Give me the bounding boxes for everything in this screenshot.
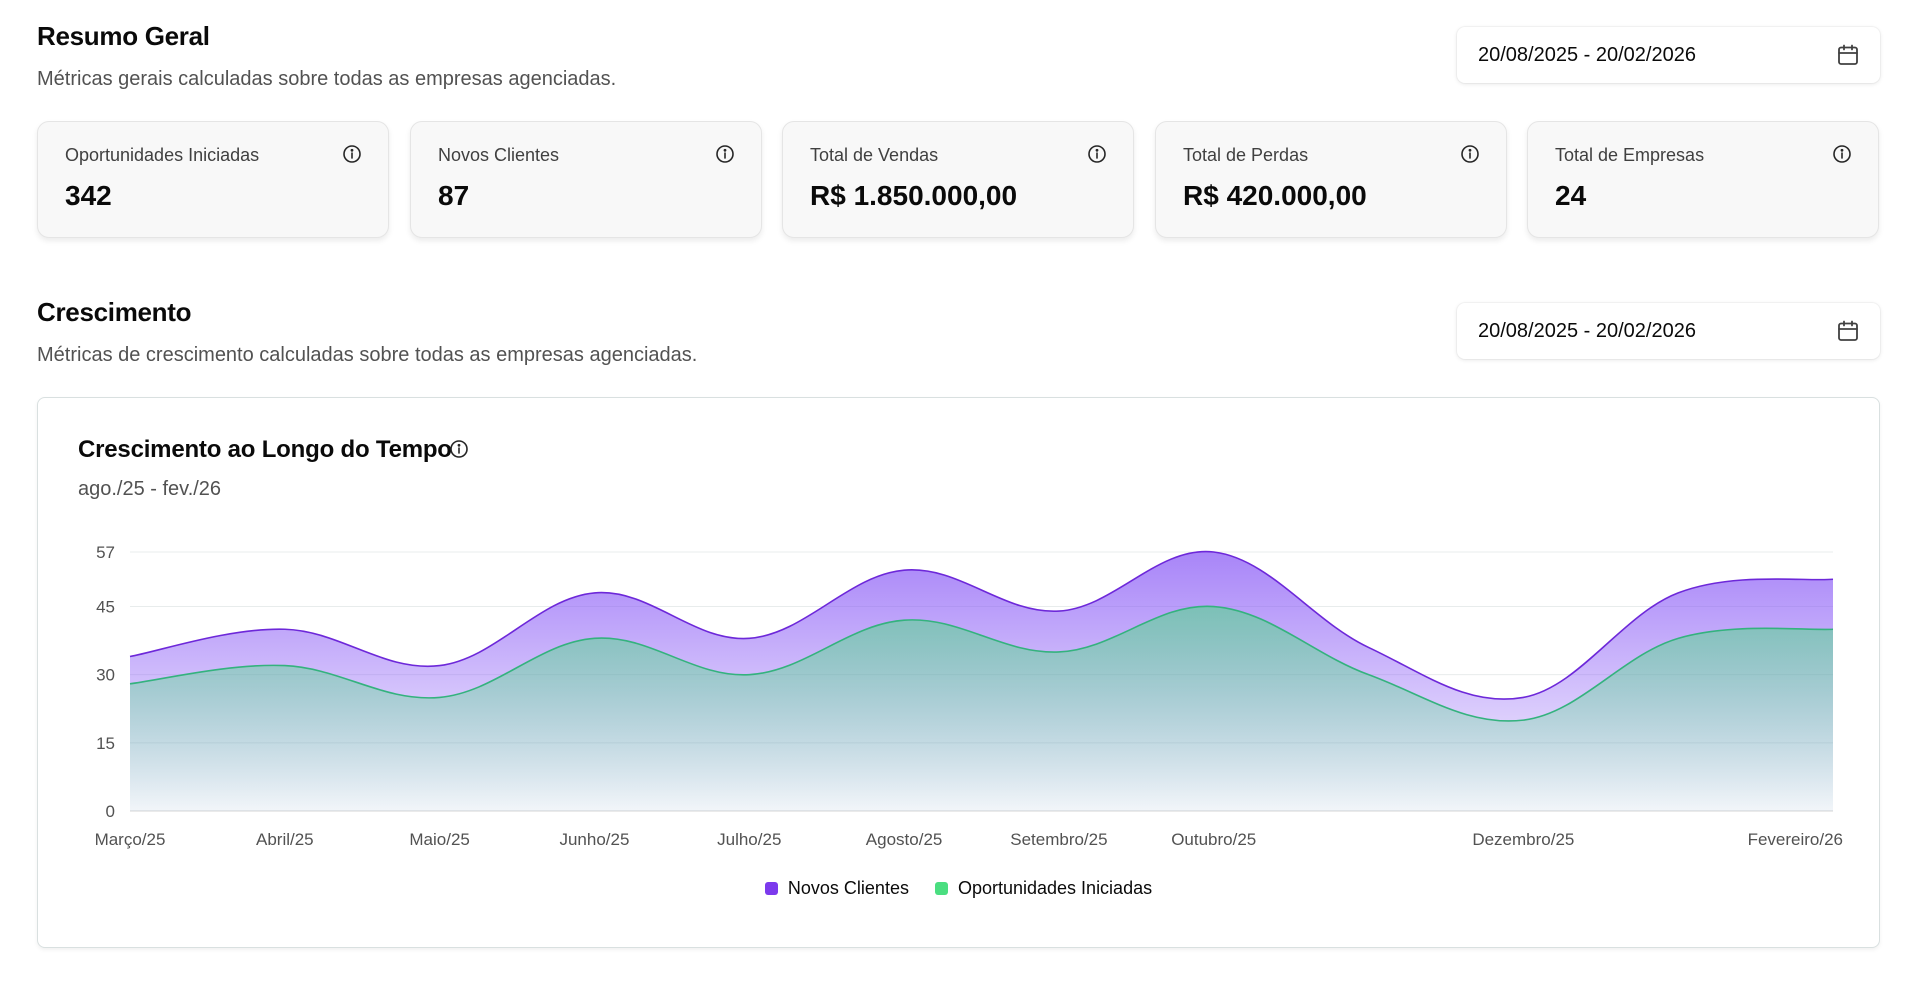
- legend-item-oportunidades-iniciadas[interactable]: Oportunidades Iniciadas: [934, 878, 1153, 899]
- card-label: Total de Empresas: [1555, 145, 1705, 165]
- info-icon[interactable]: [342, 144, 362, 164]
- card-label: Total de Vendas: [810, 145, 939, 165]
- growth-description: Métricas de crescimento calculadas sobre…: [37, 344, 698, 366]
- info-icon[interactable]: [1460, 144, 1480, 164]
- summary-date-range: 20/08/2025 - 20/02/2026: [1478, 43, 1696, 66]
- x-tick-label: Junho/25: [559, 830, 629, 849]
- info-icon[interactable]: [449, 439, 469, 459]
- y-tick-label: 45: [96, 598, 115, 617]
- growth-title: Crescimento: [37, 297, 192, 327]
- y-tick-label: 30: [96, 666, 115, 685]
- legend-label: Novos Clientes: [787, 878, 909, 898]
- card-value: 342: [65, 180, 112, 211]
- legend-swatch: [764, 882, 778, 895]
- x-tick-label: Agosto/25: [866, 830, 943, 849]
- series-oportunidades-iniciadas-area: [130, 606, 1833, 811]
- card-total-de-vendas: Total de Vendas R$ 1.850.000,00: [782, 121, 1134, 238]
- calendar-icon: [1838, 44, 1858, 65]
- growth-date-picker[interactable]: 20/08/2025 - 20/02/2026: [1457, 303, 1880, 359]
- card-value: R$ 420.000,00: [1183, 180, 1367, 211]
- growth-chart: 0 15 30 45 57 Março/25 Abril/25 Maio/25 Junho/25…: [95, 543, 1843, 849]
- x-tick-label: Setembro/25: [1010, 830, 1107, 849]
- y-tick-label: 15: [96, 734, 115, 753]
- legend-item-novos-clientes[interactable]: Novos Clientes: [764, 878, 909, 899]
- card-value: 24: [1555, 180, 1587, 211]
- growth-date-range: 20/08/2025 - 20/02/2026: [1478, 319, 1696, 342]
- card-label: Total de Perdas: [1183, 145, 1309, 165]
- card-value: 87: [438, 180, 470, 211]
- chart-title: Crescimento ao Longo do Tempo: [78, 436, 452, 463]
- x-tick-label: Outubro/25: [1171, 830, 1256, 849]
- legend-label: Oportunidades Iniciadas: [957, 878, 1153, 898]
- series-novos-clientes-line[interactable]: [129, 550, 1834, 700]
- card-label: Oportunidades Iniciadas: [65, 145, 260, 165]
- chart-subtitle: ago./25 - fev./26: [78, 478, 222, 500]
- growth-chart-card: 0 15 30 45 57 Março/25 Abril/25 Maio/25 Junho/25…: [37, 397, 1880, 948]
- y-tick-label: 0: [106, 802, 115, 821]
- calendar-icon: [1838, 320, 1858, 341]
- card-novos-clientes: Novos Clientes 87: [410, 121, 762, 238]
- info-icon[interactable]: [715, 144, 735, 164]
- y-tick-label: 57: [96, 543, 115, 562]
- x-tick-label: Fevereiro/26: [1748, 830, 1843, 849]
- x-tick-label: Dezembro/25: [1472, 830, 1574, 849]
- summary-description: Métricas gerais calculadas sobre todas a…: [37, 68, 617, 90]
- series-oportunidades-iniciadas-line[interactable]: [129, 605, 1834, 722]
- card-oportunidades-iniciadas: Oportunidades Iniciadas 342: [37, 121, 389, 238]
- info-icon[interactable]: [1087, 144, 1107, 164]
- card-total-de-empresas: Total de Empresas 24: [1527, 121, 1879, 238]
- legend-swatch: [934, 882, 948, 895]
- info-icon[interactable]: [1832, 144, 1852, 164]
- card-total-de-perdas: Total de Perdas R$ 420.000,00: [1155, 121, 1507, 238]
- chart-legend: Novos Clientes Oportunidades Iniciadas: [38, 878, 1879, 899]
- x-tick-label: Abril/25: [256, 830, 314, 849]
- summary-title: Resumo Geral: [37, 21, 210, 51]
- x-tick-label: Maio/25: [409, 830, 469, 849]
- card-value: R$ 1.850.000,00: [810, 180, 1018, 211]
- summary-date-picker[interactable]: 20/08/2025 - 20/02/2026: [1457, 27, 1880, 83]
- card-label: Novos Clientes: [438, 145, 560, 165]
- x-tick-label: Março/25: [95, 830, 166, 849]
- x-tick-label: Julho/25: [717, 830, 781, 849]
